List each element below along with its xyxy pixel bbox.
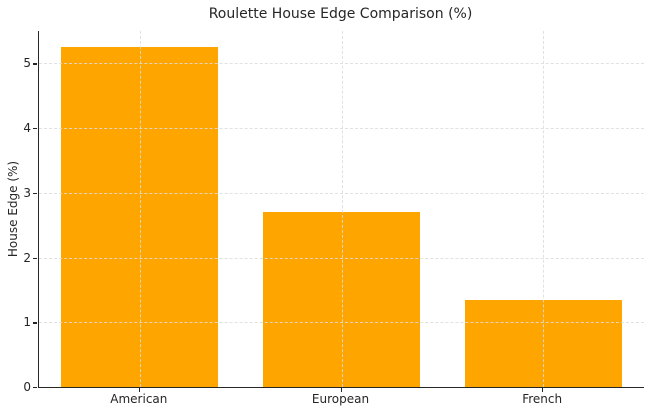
x-gridline [139, 31, 141, 387]
x-tick-mark [340, 388, 342, 392]
y-axis-label: House Edge (%) [6, 160, 20, 258]
y-tick-mark [33, 257, 37, 259]
y-tick-mark [33, 128, 37, 130]
x-gridline [543, 31, 545, 387]
y-tick-label: 2 [23, 250, 31, 265]
y-tick-mark [33, 192, 37, 195]
y-tick-mark [33, 322, 37, 324]
y-tick-mark [33, 63, 37, 65]
x-tick-mark [542, 388, 544, 392]
y-tick-label: 4 [23, 121, 31, 136]
y-tick-label: 0 [23, 380, 31, 394]
y-tick-label: 3 [23, 185, 31, 200]
x-tick-label: American [110, 392, 168, 406]
y-tick-label: 1 [23, 315, 31, 330]
x-tick-label: European [311, 392, 370, 406]
plot-area [38, 31, 644, 388]
bar-european [262, 212, 421, 387]
x-tick-mark [138, 388, 141, 392]
y-tick-mark [33, 387, 37, 389]
x-gridline [341, 31, 343, 387]
bar-american [61, 46, 219, 387]
x-tick-label: French [522, 392, 563, 406]
y-tick-label: 5 [23, 56, 31, 71]
chart-title: Roulette House Edge Comparison (%) [208, 6, 473, 22]
